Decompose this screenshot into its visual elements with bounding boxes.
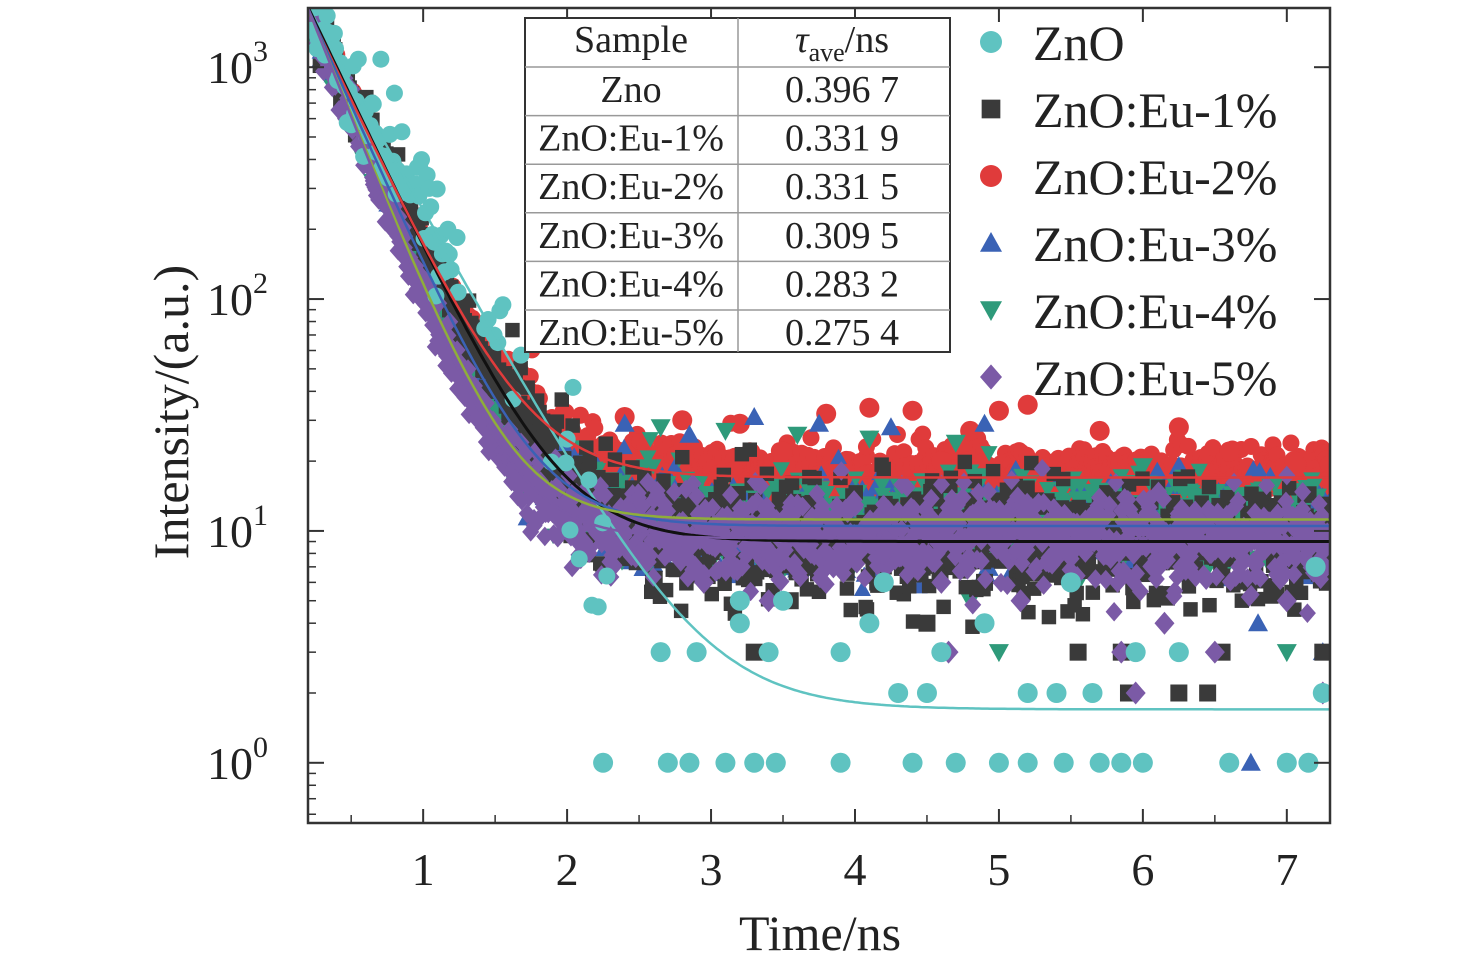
data-point	[550, 414, 564, 428]
data-point	[675, 450, 689, 464]
data-point	[586, 419, 603, 436]
data-point	[744, 407, 764, 425]
data-point	[936, 600, 950, 614]
data-point	[300, 0, 317, 4]
data-point	[1076, 607, 1090, 621]
data-point	[840, 581, 854, 595]
data-point	[986, 464, 1000, 478]
data-point	[918, 615, 935, 632]
data-point	[773, 442, 793, 462]
data-point	[505, 323, 519, 337]
data-point	[1241, 753, 1261, 771]
data-point	[715, 423, 735, 441]
data-point	[1199, 684, 1216, 701]
data-point	[1086, 585, 1100, 599]
data-point	[844, 603, 858, 617]
data-point	[1320, 456, 1337, 473]
data-point	[876, 462, 890, 476]
data-point	[1219, 442, 1239, 462]
data-point	[906, 614, 920, 628]
data-point	[598, 436, 612, 450]
data-point	[1183, 602, 1197, 616]
data-point	[1042, 610, 1056, 624]
data-point	[859, 398, 879, 418]
data-point	[958, 455, 972, 469]
data-point	[1277, 644, 1297, 662]
data-point	[1248, 613, 1268, 631]
data-point	[989, 644, 1009, 662]
data-point	[1282, 481, 1296, 495]
data-point	[1294, 586, 1308, 600]
data-point	[1202, 480, 1216, 494]
data-point	[299, 0, 316, 5]
data-point	[555, 392, 569, 406]
data-point	[802, 429, 819, 446]
data-point	[1070, 644, 1087, 661]
data-point	[903, 401, 923, 421]
data-point	[1169, 417, 1189, 437]
data-point	[989, 401, 1009, 421]
data-point	[1170, 684, 1187, 701]
data-point	[1056, 472, 1070, 486]
data-point	[301, 0, 318, 2]
data-point	[1202, 598, 1216, 612]
data-point	[1090, 421, 1110, 441]
data-point	[299, 0, 316, 4]
data-point	[743, 442, 757, 456]
